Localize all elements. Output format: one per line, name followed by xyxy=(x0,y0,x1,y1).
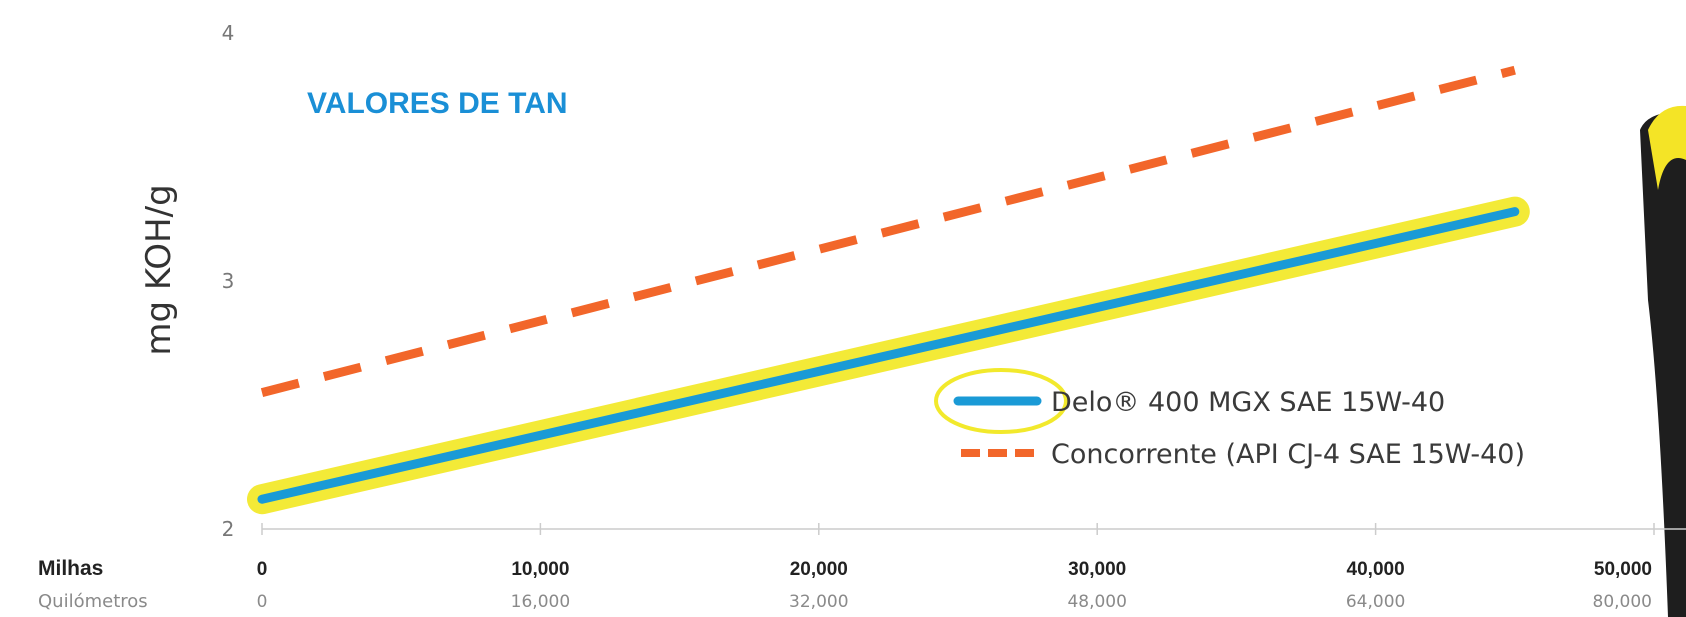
legend-highlight-circle xyxy=(934,368,1068,434)
legend-label-concorrente: Concorrente (API CJ-4 SAE 15W-40) xyxy=(1051,439,1525,470)
legend: Delo® 400 MGX SAE 15W-40 Concorrente (AP… xyxy=(934,368,1525,470)
x-tick-label-km: 16,000 xyxy=(511,592,570,612)
x-tick-label-km: 0 xyxy=(257,592,268,612)
x-tick-label-km: 64,000 xyxy=(1346,592,1405,612)
x-tick-label-miles: 40,000 xyxy=(1347,559,1405,580)
series-line-concorrente xyxy=(260,65,1516,397)
y-axis-label: mg KOH/g xyxy=(139,184,179,355)
x-tick-label-miles: 20,000 xyxy=(790,559,848,580)
y-tick-label: 4 xyxy=(222,21,235,45)
x-tick-label-miles: 10,000 xyxy=(511,559,569,580)
x-tick-label-km: 32,000 xyxy=(789,592,848,612)
x-axis-row-label-quilometros: Quilómetros xyxy=(38,591,148,612)
axes: 2 3 4 0 0 10,000 16,000 20,000 32,000 30,000 48,00… xyxy=(38,21,1686,612)
chart-title: VALORES DE TAN xyxy=(307,87,568,120)
x-tick-label-miles: 50,000 xyxy=(1594,559,1652,580)
series-layer xyxy=(247,65,1530,515)
x-axis-row-label-milhas: Milhas xyxy=(38,557,103,580)
x-tick-label-miles: 30,000 xyxy=(1068,559,1126,580)
x-tick-label-miles: 0 xyxy=(257,559,268,580)
y-tick-label: 2 xyxy=(222,517,235,541)
legend-label-delo: Delo® 400 MGX SAE 15W-40 xyxy=(1051,387,1445,418)
series-line-delo xyxy=(257,207,1520,504)
y-tick-label: 3 xyxy=(222,269,235,293)
x-tick-label-km: 48,000 xyxy=(1067,592,1126,612)
x-tick-label-km: 80,000 xyxy=(1593,592,1652,612)
product-bottle-image xyxy=(1640,105,1686,617)
